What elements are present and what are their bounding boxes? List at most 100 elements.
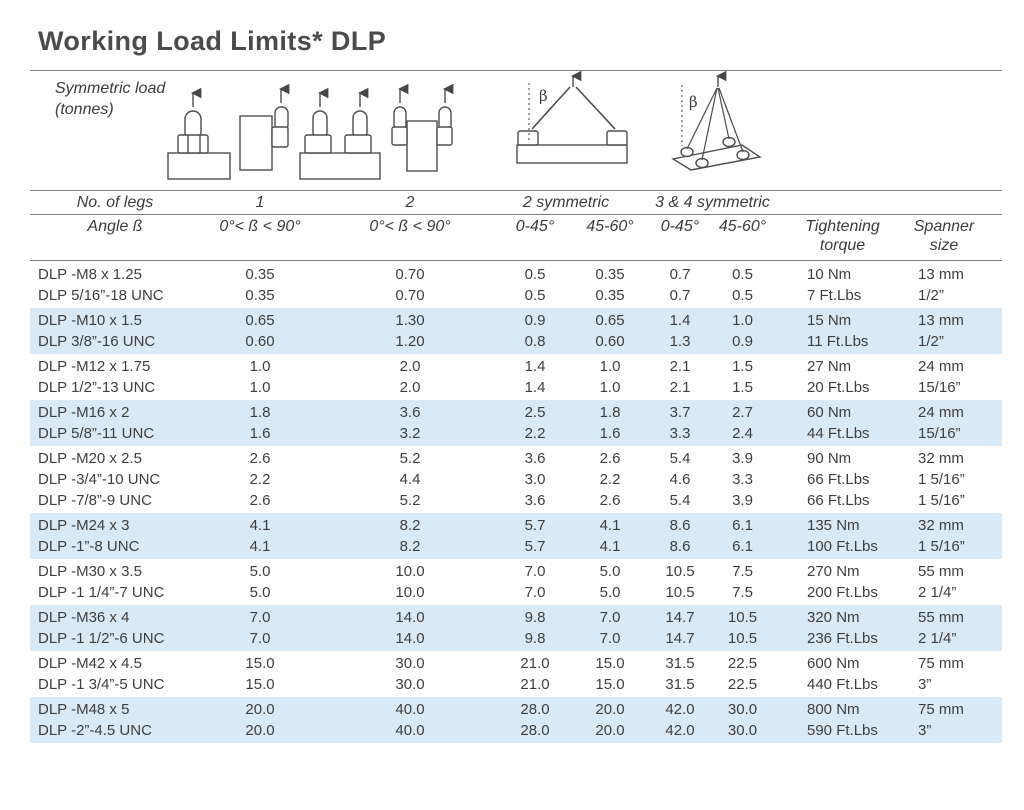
- product-name-cell: DLP -M36 x 4: [38, 609, 130, 626]
- value-cell: 7.0: [599, 609, 621, 626]
- diagram-two-rings-top-icon: [299, 87, 381, 180]
- value-cell: 30.0: [395, 676, 425, 693]
- table-row: DLP -M30 x 3.5 5.0 10.0 7.0 5.0 10.5 7.5 270 Nm…: [30, 561, 1002, 582]
- value-cell: 28.0: [520, 701, 550, 718]
- value-cell: 55 mm: [918, 563, 964, 580]
- symmetric-load-label: Symmetric load (tonnes): [55, 79, 165, 121]
- value-cell: 1.20: [395, 333, 425, 350]
- row-group: DLP -M8 x 1.25 0.35 0.70 0.5 0.35 0.7 0.5 10 Nm…: [30, 262, 1002, 308]
- diagram-4-leg-sling-icon: [671, 71, 762, 171]
- value-cell: 0.65: [595, 312, 625, 329]
- value-cell: 1.0: [599, 379, 621, 396]
- lifting-diagrams: β β: [167, 71, 762, 180]
- value-cell: 2.0: [399, 379, 421, 396]
- symmetric-load-line1: Symmetric load: [55, 80, 166, 97]
- product-name-cell: DLP -3/4”-10 UNC: [38, 471, 161, 488]
- row-group: DLP -M20 x 2.5 2.6 5.2 3.6 2.6 5.4 3.9 90 Nm 32 …: [30, 446, 1002, 513]
- value-cell: 440 Ft.Lbs: [807, 676, 878, 693]
- value-cell: 0.60: [245, 333, 275, 350]
- value-cell: 15.0: [245, 655, 275, 672]
- value-cell: 1.4: [524, 379, 546, 396]
- value-cell: 0.9: [524, 312, 546, 329]
- value-cell: 3.6: [524, 450, 546, 467]
- product-name-cell: DLP -M24 x 3: [38, 517, 130, 534]
- value-cell: 4.1: [599, 538, 621, 555]
- value-cell: 2.2: [524, 425, 546, 442]
- value-cell: 135 Nm: [807, 517, 860, 534]
- value-cell: 0.5: [732, 266, 753, 283]
- load-limits-table: No. of legs 1 2 2 symmetric 3 & 4 symmet…: [30, 191, 1002, 743]
- table-row: DLP -M36 x 4 7.0 14.0 9.8 7.0 14.7 10.5 320 Nm 5…: [30, 607, 1002, 628]
- value-cell: 6.1: [732, 517, 753, 534]
- value-cell: 8.2: [399, 517, 421, 534]
- value-cell: 3”: [918, 676, 932, 693]
- value-cell: 9.8: [524, 630, 546, 647]
- value-cell: 2.7: [732, 404, 753, 421]
- value-cell: 0.60: [595, 333, 625, 350]
- value-cell: 1.0: [249, 379, 271, 396]
- table-row: DLP -M8 x 1.25 0.35 0.70 0.5 0.35 0.7 0.5 10 Nm…: [30, 264, 1002, 285]
- datasheet-page: Working Load Limits* DLP Symmetric load …: [0, 26, 1024, 810]
- value-cell: 5.0: [599, 584, 621, 601]
- diagram-band: Symmetric load (tonnes): [30, 70, 1002, 191]
- value-cell: 1.0: [732, 312, 753, 329]
- value-cell: 3.6: [524, 492, 546, 509]
- product-name-cell: DLP -2”-4.5 UNC: [38, 722, 152, 739]
- value-cell: 10 Nm: [807, 266, 852, 283]
- product-name-cell: DLP 5/16”-18 UNC: [38, 287, 164, 304]
- row-group-shaded: DLP -M36 x 4 7.0 14.0 9.8 7.0 14.7 10.5 320 Nm 5…: [30, 605, 1002, 651]
- value-cell: 0.35: [595, 287, 625, 304]
- product-name-cell: DLP -1 3/4”-5 UNC: [38, 676, 165, 693]
- value-cell: 1/2”: [918, 333, 944, 350]
- value-cell: 24 mm: [918, 404, 964, 421]
- value-cell: 0.5: [732, 287, 753, 304]
- value-cell: 2.6: [249, 450, 271, 467]
- value-cell: 5.0: [249, 563, 271, 580]
- value-cell: 3.3: [669, 425, 691, 442]
- value-cell: 2.6: [599, 450, 621, 467]
- value-cell: 100 Ft.Lbs: [807, 538, 878, 555]
- value-cell: 32 mm: [918, 450, 964, 467]
- header-34sym-0-45: 0-45°: [660, 218, 700, 235]
- value-cell: 0.70: [395, 287, 425, 304]
- value-cell: 800 Nm: [807, 701, 860, 718]
- product-name-cell: DLP -M8 x 1.25: [38, 266, 142, 283]
- value-cell: 10.5: [665, 563, 695, 580]
- value-cell: 5.7: [524, 538, 546, 555]
- value-cell: 320 Nm: [807, 609, 860, 626]
- table-body: DLP -M8 x 1.25 0.35 0.70 0.5 0.35 0.7 0.5 10 Nm…: [30, 261, 1002, 743]
- value-cell: 30.0: [727, 701, 758, 718]
- value-cell: 0.5: [524, 266, 546, 283]
- table-header-row-angle: Angle ß 0°< ß < 90° 0°< ß < 90° 0-45° 45…: [30, 215, 1002, 261]
- value-cell: 270 Nm: [807, 563, 860, 580]
- value-cell: 1.4: [524, 358, 546, 375]
- value-cell: 22.5: [727, 676, 758, 693]
- value-cell: 4.1: [249, 517, 271, 534]
- table-row: DLP 1/2”-13 UNC 1.0 2.0 1.4 1.0 2.1 1.5 20 Ft.L…: [30, 377, 1002, 398]
- diagram-single-ring-top-icon: [167, 87, 231, 180]
- value-cell: 2.1: [669, 379, 691, 396]
- value-cell: 14.0: [395, 609, 425, 626]
- value-cell: 30.0: [395, 655, 425, 672]
- value-cell: 21.0: [520, 655, 550, 672]
- value-cell: 5.4: [669, 492, 691, 509]
- value-cell: 1.8: [599, 404, 621, 421]
- value-cell: 28.0: [520, 722, 550, 739]
- table-row: DLP -1”-8 UNC 4.1 8.2 5.7 4.1 8.6 6.1 100 Ft.Lb…: [30, 536, 1002, 557]
- diagram-single-ring-side-icon: [239, 83, 290, 171]
- value-cell: 3.0: [524, 471, 546, 488]
- value-cell: 7.0: [249, 609, 271, 626]
- value-cell: 22.5: [727, 655, 758, 672]
- header-3-4-symmetric: 3 & 4 symmetric: [655, 193, 770, 211]
- value-cell: 2.4: [732, 425, 753, 442]
- value-cell: 0.7: [669, 287, 691, 304]
- table-row: DLP 5/8”-11 UNC 1.6 3.2 2.2 1.6 3.3 2.4 44 Ft.L…: [30, 423, 1002, 444]
- value-cell: 0.7: [669, 266, 691, 283]
- value-cell: 0.35: [595, 266, 625, 283]
- row-group: DLP -M42 x 4.5 15.0 30.0 21.0 15.0 31.5 22.5 60…: [30, 651, 1002, 697]
- value-cell: 31.5: [665, 655, 695, 672]
- value-cell: 15.0: [245, 676, 275, 693]
- value-cell: 10.5: [665, 584, 695, 601]
- value-cell: 3.3: [732, 471, 753, 488]
- value-cell: 0.5: [524, 287, 546, 304]
